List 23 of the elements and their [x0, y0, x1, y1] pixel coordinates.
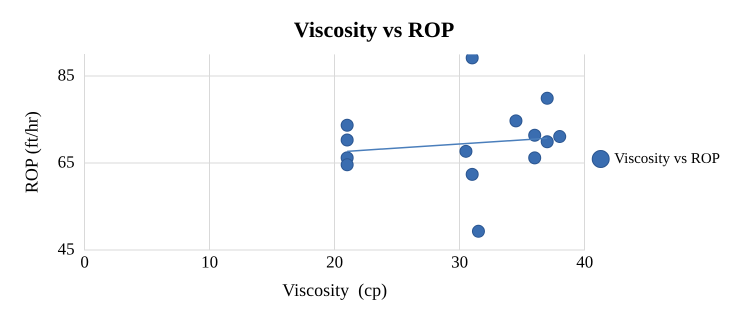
point: [340, 158, 354, 172]
point: [340, 134, 354, 147]
chart-title: Viscosity vs ROP: [294, 16, 454, 42]
point: [466, 168, 479, 181]
point: [459, 144, 472, 158]
point: [472, 224, 485, 238]
x-tick-label: 40: [576, 252, 594, 272]
point: [528, 151, 542, 164]
x-tick-label: 20: [326, 252, 344, 272]
x-axis-title: Viscosity (cp): [282, 280, 388, 300]
point: [540, 92, 554, 105]
point: [340, 118, 354, 132]
y-axis-title: ROP (ft/hr): [22, 111, 42, 194]
x-tick-label: 30: [451, 252, 468, 272]
y-tick-label: 45: [58, 239, 75, 258]
y-tick-label: 85: [58, 66, 75, 85]
x-tick-label: 0: [80, 252, 89, 272]
x-tick-label: 10: [201, 252, 218, 272]
point: [553, 130, 566, 144]
y-tick-label: 65: [58, 152, 75, 172]
point: [540, 135, 554, 148]
point: [509, 114, 522, 128]
legend-label: Viscosity vs ROP: [614, 150, 720, 167]
